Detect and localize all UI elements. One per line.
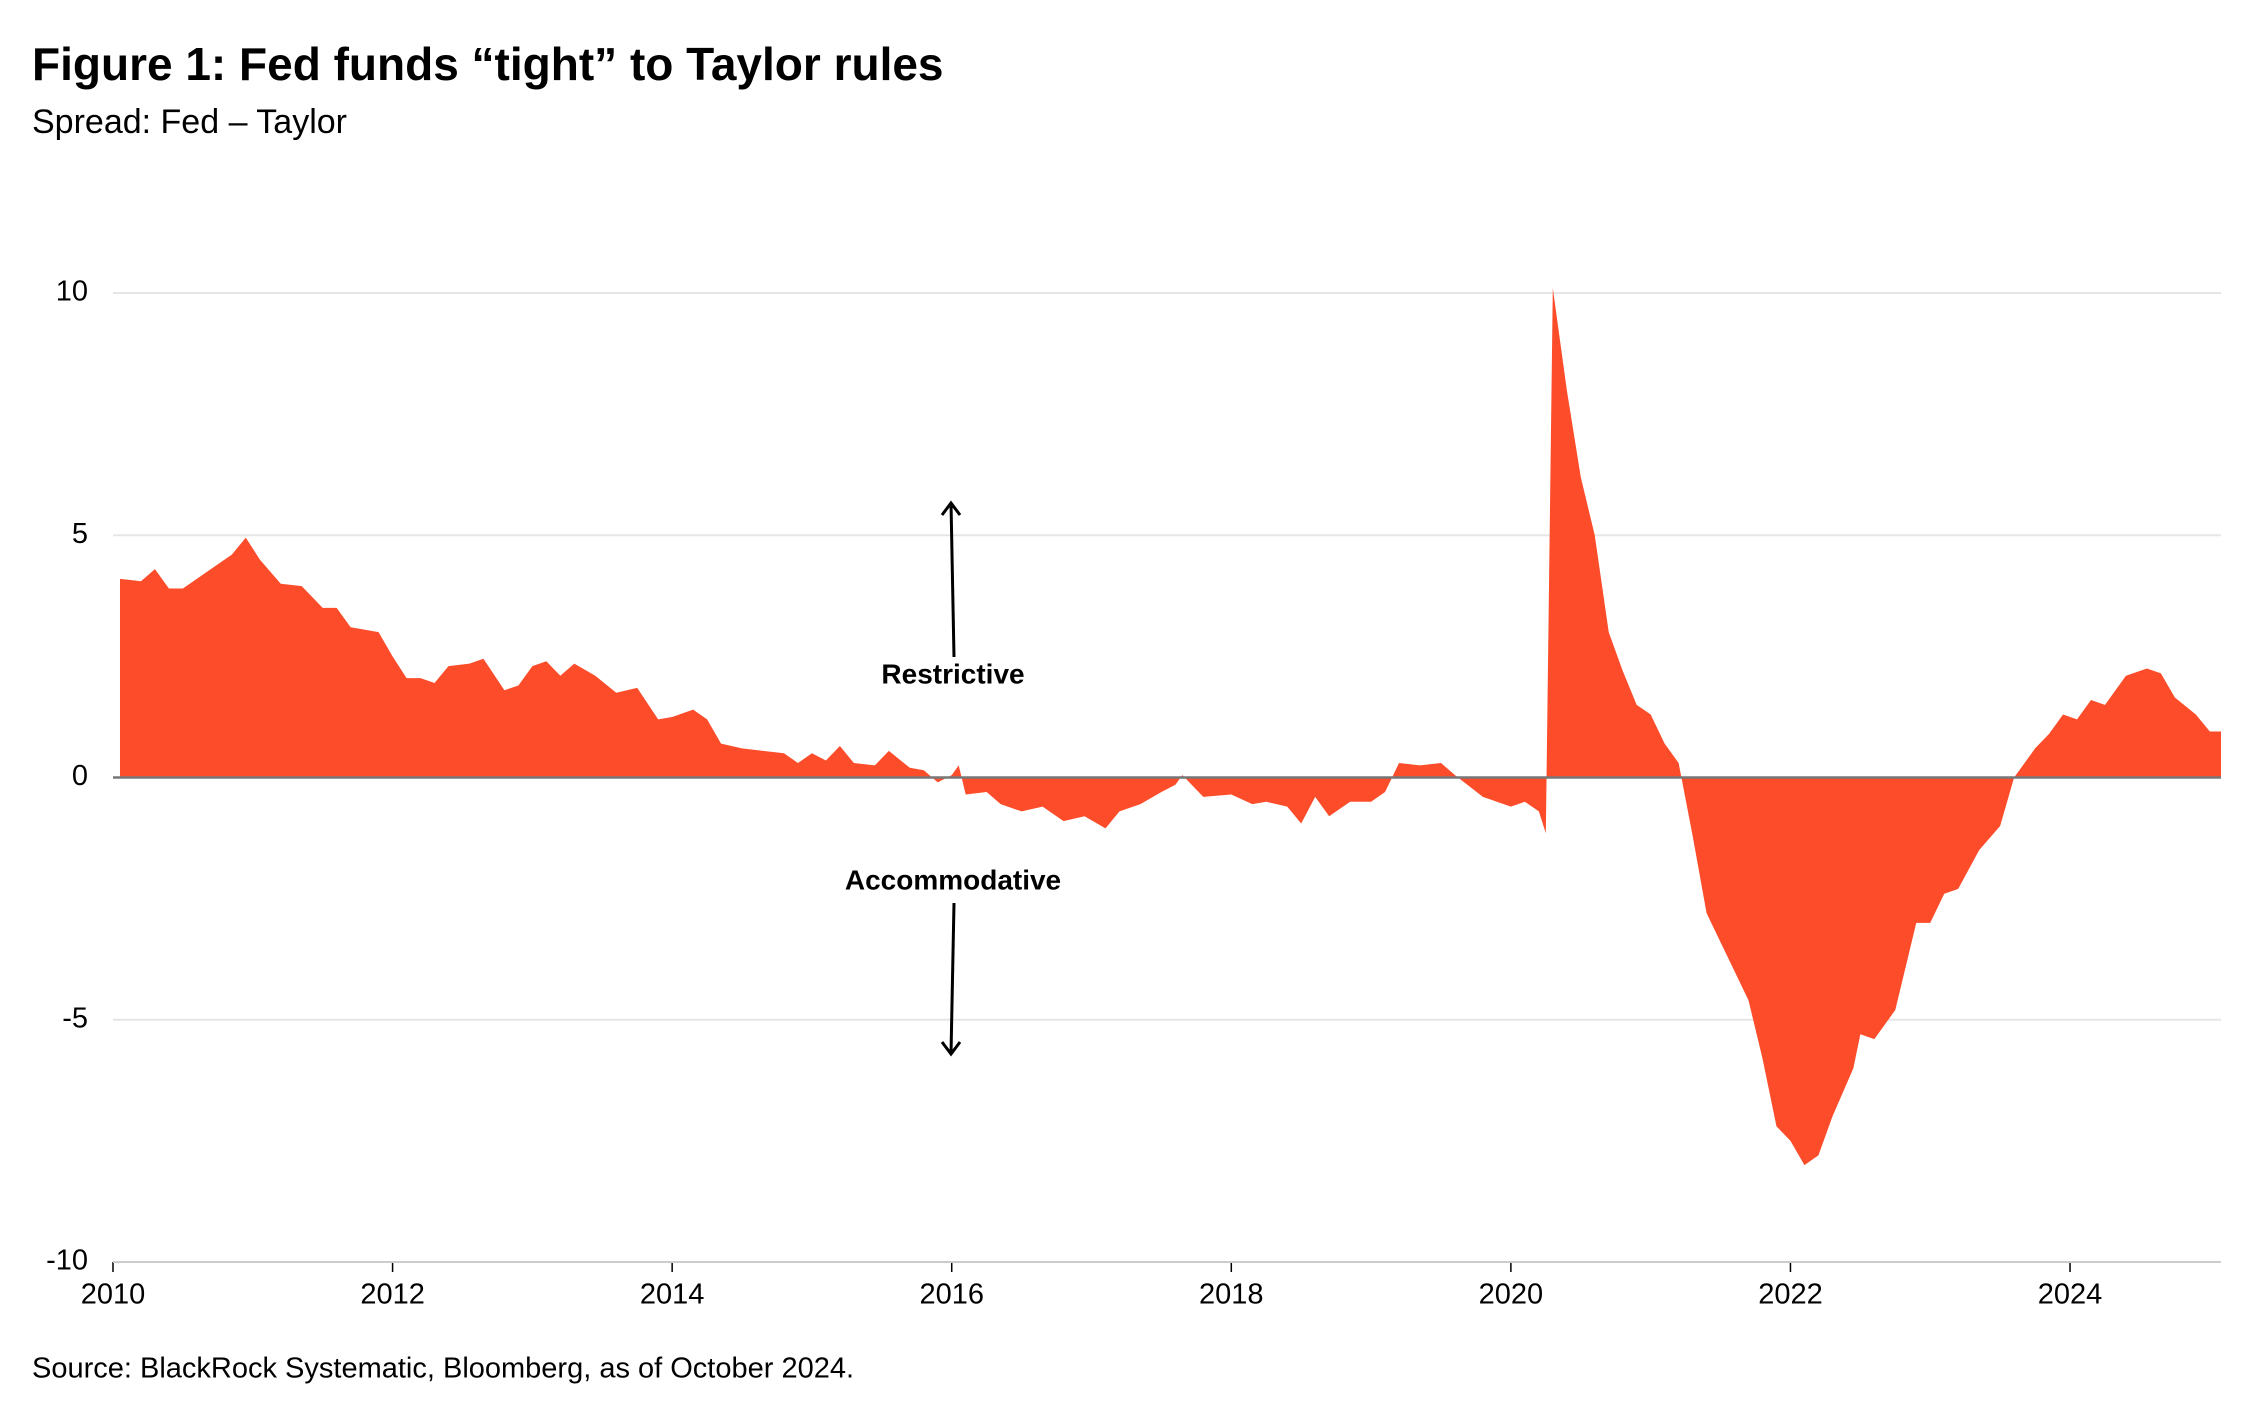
x-tick-label: 2020 [1479,1279,1544,1311]
area [119,288,2221,1166]
arrow-down [940,902,962,1057]
y-tick-label: -5 [62,1002,88,1034]
plot-area: -10 -5 0 5 10 2010 2012 2014 2016 2018 2020 2022 202… [46,276,2221,1311]
y-tick-label: -10 [46,1245,88,1277]
x-tick-label: 2010 [81,1279,146,1311]
chart-title: Figure 1: Fed funds “tight” to Taylor ru… [32,38,944,90]
chart-subtitle: Spread: Fed – Taylor [32,103,347,141]
x-tick-label: 2012 [360,1279,425,1311]
arrow-up [940,500,962,658]
source-note: Source: BlackRock Systematic, Bloomberg,… [32,1353,854,1385]
x-tick-label: 2022 [1758,1279,1823,1311]
y-tick-label: 5 [72,518,88,550]
annotation-arrows [940,500,962,1057]
x-tick-label: 2016 [919,1279,984,1311]
x-tick-label: 2014 [640,1279,705,1311]
annotation: Restrictive [881,658,1024,689]
y-tick-label: 0 [72,760,88,792]
y-tick-label: 10 [56,276,88,308]
x-tick-label: 2018 [1199,1279,1264,1311]
x-tick-label: 2024 [2038,1279,2103,1311]
annotation: Accommodative [845,864,1061,895]
